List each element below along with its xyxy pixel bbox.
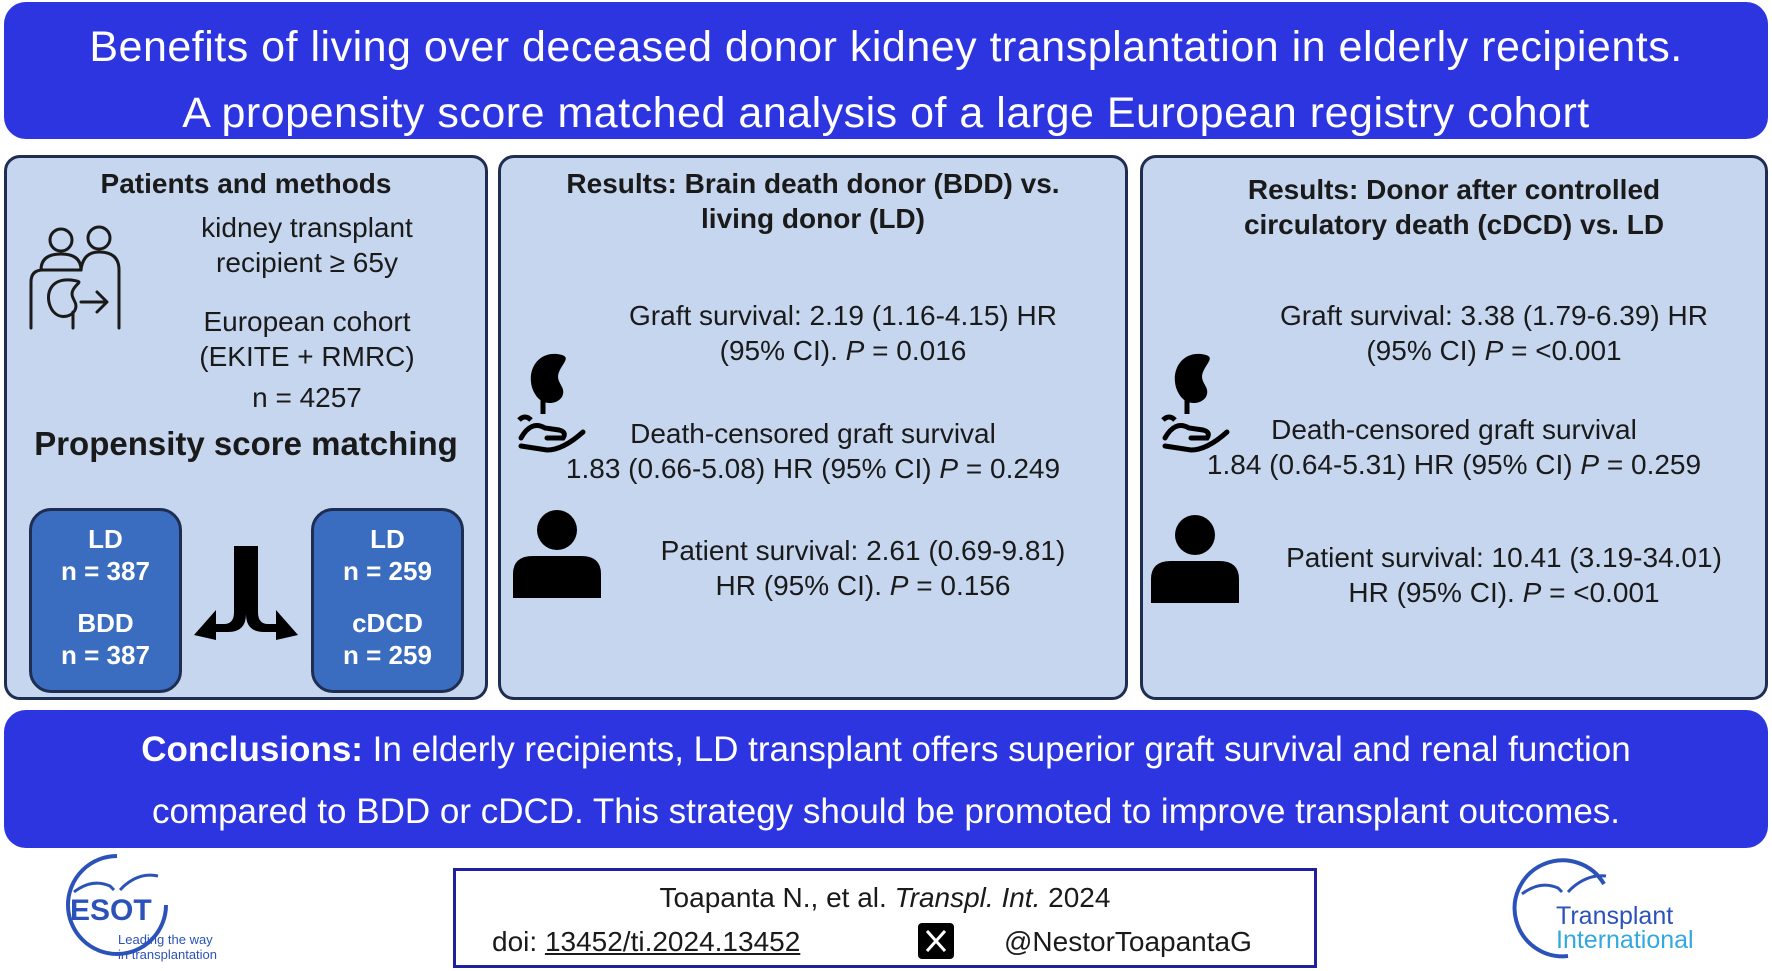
x-logo-icon[interactable]: [918, 923, 954, 959]
bdd-dc-line-2: 1.83 (0.66-5.08) HR (95% CI) P = 0.249: [565, 453, 1061, 484]
recipient-line-1: kidney transplant: [201, 212, 413, 243]
cdcd-results-panel: Results: Donor after controlled circulat…: [1140, 155, 1768, 700]
ld-count-2: n = 259: [343, 556, 432, 586]
title-banner: Benefits of living over deceased donor k…: [4, 2, 1768, 139]
split-arrow-icon: [194, 546, 298, 640]
ti-name-line-1: Transplant: [1556, 902, 1674, 930]
ti-name-line-2: International: [1556, 926, 1694, 954]
doi-line: doi: 13452/ti.2024.13452: [492, 926, 801, 957]
cdcd-count: n = 259: [343, 640, 432, 670]
cdcd-dc-line-2: 1.84 (0.64-5.31) HR (95% CI) P = 0.259: [1206, 449, 1702, 480]
methods-panel: Patients and methods kidney transplant r…: [4, 155, 488, 700]
bdd-patient-line-1: Patient survival: 2.61 (0.69-9.81): [660, 535, 1066, 566]
title-line-2: A propensity score matched analysis of a…: [182, 89, 1590, 137]
ld-label-2: LD: [370, 524, 405, 554]
ti-ring-icon: [1512, 858, 1607, 959]
psm-heading: Propensity score matching: [34, 425, 458, 462]
cdcd-graft-line-1: Graft survival: 3.38 (1.79-6.39) HR: [1280, 300, 1708, 331]
kidney-hand-icon: [1161, 353, 1230, 453]
bdd-results-panel: Results: Brain death donor (BDD) vs. liv…: [498, 155, 1128, 700]
cdcd-graft-line-2: (95% CI) P = <0.001: [1366, 335, 1622, 366]
bdd-heading-line-1: Results: Brain death donor (BDD) vs.: [566, 168, 1060, 199]
cdcd-patient-line-1: Patient survival: 10.41 (3.19-34.01): [1286, 542, 1722, 573]
citation-box: Toapanta N., et al. Transpl. Int. 2024 d…: [453, 868, 1317, 968]
conclusions-line-1: Conclusions: In elderly recipients, LD t…: [141, 730, 1631, 769]
esot-name: ESOT: [70, 894, 152, 927]
bdd-count: n = 387: [61, 640, 150, 670]
conclusions-line-2: compared to BDD or cDCD. This strategy s…: [151, 792, 1621, 831]
ld-bdd-box: LD n = 387 BDD n = 387: [29, 508, 182, 693]
kidney-hand-icon: [517, 353, 586, 453]
social-handle[interactable]: @NestorToapantaG: [1004, 926, 1252, 957]
esot-logo: ESOT Leading the way in transplantation: [62, 850, 242, 968]
ld-count: n = 387: [61, 556, 150, 586]
ld-label: LD: [88, 524, 123, 554]
bdd-dc-line-1: Death-censored graft survival: [630, 418, 996, 449]
bdd-graft-line-1: Graft survival: 2.19 (1.16-4.15) HR: [629, 300, 1057, 331]
cohort-line-2: (EKITE + RMRC): [199, 341, 415, 372]
title-line-1: Benefits of living over deceased donor k…: [89, 23, 1683, 71]
cdcd-heading-line-1: Results: Donor after controlled: [1247, 174, 1661, 205]
person-icon: [513, 510, 601, 598]
people-kidney-icon: [29, 225, 121, 330]
esot-tagline-1: Leading the way: [118, 932, 213, 947]
methods-heading: Patients and methods: [100, 168, 392, 199]
conclusions-label: Conclusions:: [141, 730, 363, 769]
transplant-international-logo: Transplant International: [1508, 852, 1728, 968]
bdd-patient-line-2: HR (95% CI). P = 0.156: [715, 570, 1011, 601]
cdcd-heading-line-2: circulatory death (cDCD) vs. LD: [1243, 209, 1665, 240]
person-icon: [1151, 515, 1239, 603]
total-n: n = 4257: [252, 382, 362, 413]
cohort-line-1: European cohort: [203, 306, 411, 337]
bdd-heading-line-2: living donor (LD): [701, 203, 925, 234]
bdd-label: BDD: [77, 608, 134, 638]
cdcd-label: cDCD: [352, 608, 423, 638]
ld-cdcd-box: LD n = 259 cDCD n = 259: [311, 508, 464, 693]
bdd-graft-line-2: (95% CI). P = 0.016: [719, 335, 967, 366]
cdcd-dc-line-1: Death-censored graft survival: [1271, 414, 1637, 445]
cdcd-patient-line-2: HR (95% CI). P = <0.001: [1348, 577, 1660, 608]
esot-tagline-2: in transplantation: [118, 947, 218, 962]
esot-ring-icon: [66, 854, 168, 956]
doi-link[interactable]: 13452/ti.2024.13452: [544, 926, 801, 957]
recipient-line-2: recipient ≥ 65y: [216, 247, 398, 278]
conclusions-banner: Conclusions: In elderly recipients, LD t…: [4, 710, 1768, 848]
citation-reference: Toapanta N., et al. Transpl. Int. 2024: [659, 882, 1111, 913]
